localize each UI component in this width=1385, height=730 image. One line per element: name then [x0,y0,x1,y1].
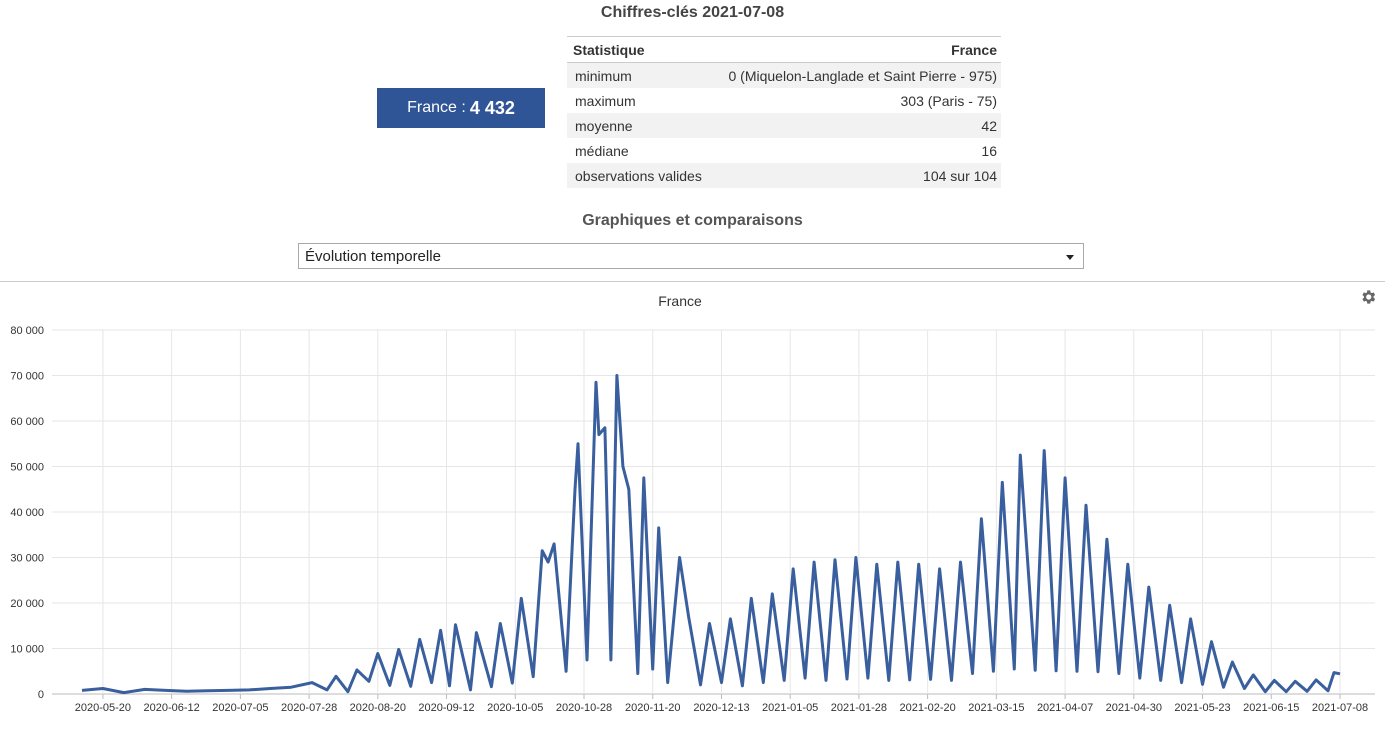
stat-value: 104 sur 104 [710,163,1001,188]
x-tick-label: 2020-08-20 [350,702,406,714]
x-tick-label: 2020-11-20 [625,702,680,714]
x-tick-label: 2021-01-05 [762,702,818,714]
stat-label: moyenne [567,113,711,138]
table-row: maximum 303 (Paris - 75) [567,88,1001,113]
stat-value: 303 (Paris - 75) [900,92,997,109]
line-chart: France 0 10 000 20 000 30 000 40 000 50 000 60… [10,293,1375,714]
stat-label: maximum [575,92,636,109]
y-axis: 0 10 000 20 000 30 000 40 000 50 000 60 000 70 … [10,325,44,701]
grid [52,329,1375,695]
y-tick-label: 70 000 [10,371,44,383]
gear-icon[interactable] [1359,288,1377,306]
x-tick-label: 2020-10-28 [556,702,612,714]
x-tick-label: 2021-07-08 [1312,702,1368,714]
badge-label: France : [407,99,466,116]
x-tick-label: 2021-05-23 [1174,702,1230,714]
x-tick-label: 2020-07-28 [281,702,337,714]
total-badge: France : 4 432 [377,88,545,128]
x-tick-label: 2021-04-07 [1037,702,1093,714]
stat-value: 42 [710,113,1001,138]
y-tick-label: 10 000 [10,644,44,656]
y-tick-label: 30 000 [10,553,44,565]
chart-type-selected: Évolution temporelle [305,247,441,265]
series [81,374,1341,695]
stats-header-value: France [710,36,1001,63]
x-tick-label: 2021-06-15 [1243,702,1299,714]
stat-label: médiane [575,142,629,159]
y-tick-label: 0 [38,689,44,701]
x-tick-label: 2021-02-20 [899,702,955,714]
chevron-down-icon [1066,255,1074,260]
series-line [81,374,1341,695]
key-figures-title: Chiffres-clés 2021-07-08 [600,4,785,21]
chart-title: France [658,293,702,309]
table-row: observations valides 104 sur 104 [567,163,1001,188]
y-tick-label: 80 000 [10,325,44,337]
table-row: minimum 0 (Miquelon-Langlade et Saint Pi… [567,62,1001,88]
stat-value: 16 [981,142,997,159]
stat-label: observations valides [567,163,711,188]
y-tick-label: 50 000 [10,462,44,474]
y-tick-label: 40 000 [10,507,44,519]
x-tick-label: 2020-09-12 [418,702,474,714]
table-row: moyenne 42 [567,113,1001,138]
stats-table: Statistique France minimum 0 (Miquelon-L… [567,36,1001,188]
graphs-title: Graphiques et comparaisons [582,212,803,229]
y-tick-label: 20 000 [10,598,44,610]
x-tick-label: 2020-05-20 [75,702,131,714]
x-tick-label: 2021-04-30 [1106,702,1162,714]
stats-header-row: Statistique France [567,36,1001,63]
stat-label: minimum [567,62,711,88]
divider [0,281,1385,282]
stats-header-label: Statistique [567,36,711,63]
table-row: médiane 16 [567,138,1001,163]
x-tick-label: 2021-01-28 [831,702,887,714]
x-tick-label: 2021-03-15 [968,702,1024,714]
badge-value: 4 432 [469,97,515,118]
y-tick-label: 60 000 [10,416,44,428]
x-axis: 2020-05-20 2020-06-12 2020-07-05 2020-07-28… [75,694,1368,714]
x-tick-label: 2020-06-12 [144,702,200,714]
x-tick-label: 2020-07-05 [212,702,268,714]
x-tick-label: 2020-12-13 [693,702,749,714]
chart-type-select[interactable]: Évolution temporelle [298,243,1084,269]
stat-value: 0 (Miquelon-Langlade et Saint Pierre - 9… [710,62,1001,88]
x-tick-label: 2020-10-05 [487,702,543,714]
